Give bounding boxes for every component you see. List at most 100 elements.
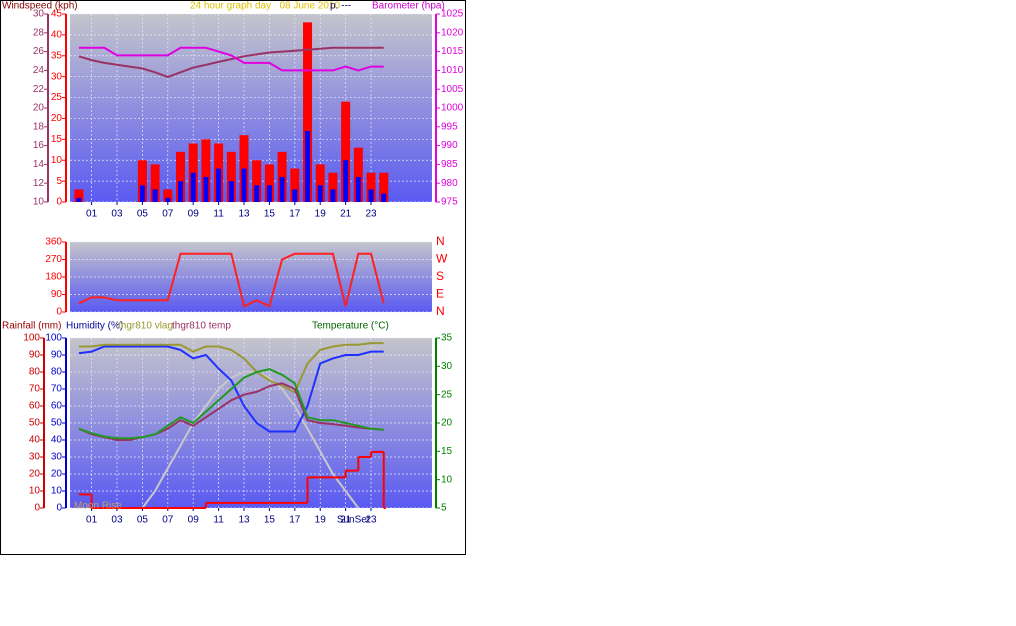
- bar: [254, 185, 260, 202]
- bar: [190, 172, 196, 202]
- y-tick-label: 995: [441, 121, 458, 132]
- axis-label: Temperature (°C): [312, 321, 389, 332]
- y-tick-label: 0: [56, 503, 62, 514]
- y-tick-label: S: [436, 269, 444, 283]
- bar: [176, 151, 186, 202]
- bar: [203, 176, 209, 202]
- y-tick-label: 1020: [441, 27, 464, 38]
- axis-label: Barometer (hpa): [372, 1, 445, 12]
- series-line: [78, 342, 384, 394]
- bar: [266, 185, 272, 202]
- y-tick-label: 40: [29, 435, 41, 446]
- y-tick-label: 10: [441, 474, 453, 485]
- y-tick-label: 70: [29, 384, 41, 395]
- y-tick-label: 24: [33, 65, 45, 76]
- x-tick-label: 19: [315, 515, 327, 526]
- y-tick-label: 1000: [441, 103, 464, 114]
- bar: [216, 168, 222, 202]
- bar: [343, 160, 349, 202]
- y-tick-label: 270: [45, 254, 62, 265]
- bar: [353, 147, 363, 202]
- x-tick-label: 09: [188, 515, 200, 526]
- y-tick-label: 1010: [441, 65, 464, 76]
- y-tick-label: 80: [29, 367, 41, 378]
- x-tick-label: 01: [86, 209, 98, 220]
- bar: [341, 101, 351, 202]
- y-tick-label: N: [436, 234, 445, 248]
- y-tick-label: 70: [51, 384, 63, 395]
- y-tick-label: 20: [441, 418, 453, 429]
- y-tick-label: 30: [441, 361, 453, 372]
- y-tick-label: 0: [56, 197, 62, 208]
- y-tick-label: 360: [45, 237, 62, 248]
- x-tick-label: 15: [264, 515, 276, 526]
- bar: [264, 164, 274, 202]
- axis-label: Humidity (%): [66, 321, 123, 332]
- bar: [290, 168, 300, 202]
- y-tick-label: 30: [51, 71, 63, 82]
- bar: [150, 164, 160, 202]
- series-line: [78, 382, 384, 441]
- annotation: Moon Rise: [74, 501, 122, 512]
- y-tick-label: 25: [441, 389, 453, 400]
- bar: [163, 189, 173, 202]
- y-tick-label: 50: [29, 418, 41, 429]
- bar: [305, 130, 311, 202]
- y-tick-label: 10: [29, 486, 41, 497]
- y-tick-label: 180: [45, 272, 62, 283]
- y-tick-label: 28: [33, 27, 45, 38]
- series-line: [78, 46, 384, 79]
- y-tick-label: 60: [51, 401, 63, 412]
- x-tick-label: 17: [289, 515, 301, 526]
- y-tick-label: 1005: [441, 84, 464, 95]
- y-tick-label: 100: [23, 333, 40, 344]
- bar: [303, 22, 313, 202]
- series-line: [78, 368, 384, 440]
- bar: [366, 172, 376, 202]
- legend-entry: thgr810 vlag: [118, 321, 173, 332]
- y-tick-label: 35: [51, 50, 63, 61]
- y-tick-label: 20: [51, 469, 63, 480]
- y-tick-label: 20: [51, 113, 63, 124]
- chart-title: 24 hour graph day 08 June 2010: [190, 1, 341, 12]
- bar: [379, 172, 389, 202]
- y-tick-label: 20: [29, 469, 41, 480]
- y-tick-label: E: [436, 287, 444, 301]
- y-tick-label: 980: [441, 178, 458, 189]
- y-tick-label: 16: [33, 140, 45, 151]
- y-tick-label: 20: [33, 103, 45, 114]
- bar: [315, 164, 325, 202]
- bar: [165, 197, 171, 202]
- x-tick-label: 03: [111, 209, 123, 220]
- bar: [152, 189, 158, 202]
- y-tick-label: 30: [29, 452, 41, 463]
- series-line: [78, 46, 384, 72]
- bar: [226, 151, 236, 202]
- y-tick-label: 18: [33, 121, 45, 132]
- y-tick-label: 14: [33, 159, 45, 170]
- x-tick-label: 03: [111, 515, 123, 526]
- y-tick-label: 80: [51, 367, 63, 378]
- x-tick-label: 21: [340, 209, 352, 220]
- y-tick-label: 35: [441, 333, 453, 344]
- chart-subtitle: p. ---: [330, 1, 351, 12]
- legend-entry: thgr810 temp: [172, 321, 231, 332]
- y-tick-label: 50: [51, 418, 63, 429]
- y-tick-label: 12: [33, 178, 45, 189]
- bar: [139, 185, 145, 202]
- y-tick-label: 40: [51, 435, 63, 446]
- x-tick-label: 11: [213, 209, 224, 220]
- y-tick-label: 0: [34, 503, 40, 514]
- y-tick-label: 985: [441, 159, 458, 170]
- bar: [241, 168, 247, 202]
- y-tick-label: W: [436, 252, 448, 266]
- bar: [279, 176, 285, 202]
- y-tick-label: 1025: [441, 9, 464, 20]
- y-tick-label: 5: [56, 176, 62, 187]
- bar: [228, 181, 234, 202]
- x-tick-label: 07: [162, 515, 174, 526]
- bar: [178, 181, 184, 202]
- y-tick-label: N: [436, 304, 445, 318]
- axis-label: Rainfall (mm): [2, 321, 61, 332]
